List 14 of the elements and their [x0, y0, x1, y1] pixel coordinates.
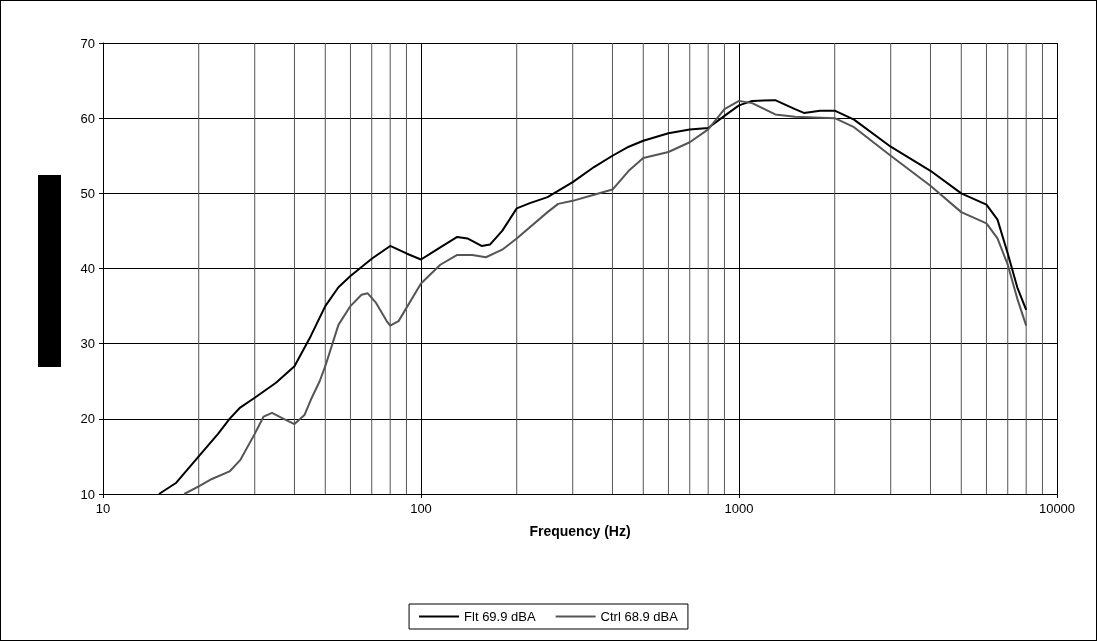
legend-label: Ctrl 68.9 dBA	[600, 609, 679, 624]
y-tick-label: 70	[80, 35, 95, 51]
y-tick-label: 10	[80, 486, 95, 502]
y-tick-label: 30	[80, 336, 95, 352]
x-tick-label: 10000	[1038, 501, 1076, 516]
x-tick-label: 100	[410, 501, 432, 516]
y-tick-label: 40	[80, 261, 95, 276]
y-tick-label: 20	[80, 411, 95, 427]
x-tick-label: 10	[95, 501, 111, 516]
x-tick-label: 1000	[724, 501, 754, 516]
y-tick-label: 50	[80, 185, 95, 201]
legend-label: Flt 69.9 dBA	[464, 609, 536, 624]
x-axis-title: Frequency (Hz)	[529, 523, 631, 539]
y-tick-label: 60	[80, 110, 95, 126]
